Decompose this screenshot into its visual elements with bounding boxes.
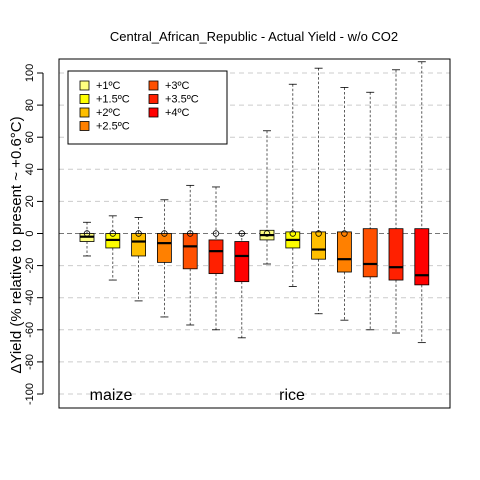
y-tick-label: -80 [24, 354, 36, 370]
y-tick-label: 40 [24, 163, 36, 175]
y-tick-label: -60 [24, 322, 36, 338]
y-tick-label: 100 [24, 64, 36, 82]
box-body [311, 231, 327, 260]
box-maize-1 [105, 215, 121, 281]
outlier-point [135, 230, 142, 237]
legend-item: +2.5ºC [79, 121, 130, 133]
legend-swatch [79, 107, 90, 118]
legend-label: +1ºC [96, 80, 121, 92]
box-layer [79, 61, 430, 344]
box-rice-0 [259, 130, 275, 265]
y-tick-label: 20 [24, 195, 36, 207]
legend-label: +3ºC [165, 80, 190, 92]
box-body [234, 241, 250, 283]
legend-item: +2ºC [79, 107, 121, 119]
box-maize-6 [234, 230, 250, 339]
outlier-point [186, 230, 194, 237]
outlier-point [263, 230, 271, 237]
plot-frame [58, 58, 451, 409]
outlier-point [109, 230, 116, 237]
box-body [182, 233, 198, 270]
box-maize-4 [182, 184, 198, 326]
box-rice-4 [362, 91, 378, 331]
legend-box [67, 70, 228, 145]
legend-item: +3.5ºC [148, 94, 199, 106]
box-maize-3 [156, 199, 172, 318]
box-body [156, 233, 172, 263]
legend-item: +1.5ºC [79, 94, 130, 106]
outlier-point [238, 230, 245, 237]
legend-swatch [79, 94, 90, 104]
crop-label-maize: maize [90, 387, 133, 404]
crop-labels: maize rice [90, 387, 305, 404]
legend-swatch [148, 80, 159, 91]
outlier-point [161, 230, 168, 237]
legend-label: +1.5ºC [96, 94, 130, 106]
legend-swatch [148, 107, 159, 118]
legend-label: +2ºC [96, 107, 121, 119]
y-tick-label: 80 [24, 99, 36, 111]
box-body [336, 231, 352, 273]
y-tick-label: -40 [24, 290, 36, 306]
legend: +1ºC +1.5ºC+2ºC +2.5ºC +3ºC +3.5ºC+4ºC [67, 70, 228, 145]
box-rice-2 [311, 67, 327, 315]
y-tick-label: 0 [24, 230, 36, 236]
legend-item: +3ºC [148, 80, 190, 92]
legend-label: +4ºC [165, 107, 190, 119]
outlier-point [83, 230, 91, 237]
box-body [414, 228, 430, 286]
y-tick-label: -20 [24, 258, 36, 274]
outlier-point [212, 230, 220, 237]
box-rice-3 [336, 87, 352, 321]
box-rice-6 [414, 61, 430, 344]
legend-item: +4ºC [148, 107, 190, 119]
box-rice-5 [388, 69, 404, 334]
chart-title: Central_African_Republic - Actual Yield … [110, 29, 398, 44]
box-rice-1 [285, 83, 301, 287]
legend-item: +1ºC [79, 80, 121, 92]
outlier-point [289, 230, 296, 237]
crop-label-rice: rice [279, 387, 305, 404]
box-maize-0 [79, 221, 95, 257]
y-tick-label: 60 [24, 131, 36, 143]
legend-swatch [148, 94, 159, 104]
outlier-point [315, 230, 322, 237]
outlier-point [341, 230, 348, 237]
box-group-maize [79, 184, 250, 339]
y-tick-label: -100 [24, 383, 36, 405]
y-axis-label: ΔYield (% relative to present ~ +0.6°C) [8, 116, 25, 373]
legend-swatch [79, 80, 90, 91]
legend-label: +2.5ºC [96, 121, 130, 133]
box-maize-2 [131, 217, 147, 302]
box-body [362, 228, 378, 278]
box-group-rice [259, 61, 430, 344]
legend-label: +3.5ºC [165, 94, 199, 106]
box-body [388, 228, 404, 281]
box-body [131, 233, 147, 257]
box-body [208, 239, 224, 275]
legend-swatch [79, 121, 90, 131]
box-maize-5 [208, 186, 224, 331]
y-axis: -100 -80 -60 -40 -20 0 20 40 60 80 100 [24, 64, 44, 405]
